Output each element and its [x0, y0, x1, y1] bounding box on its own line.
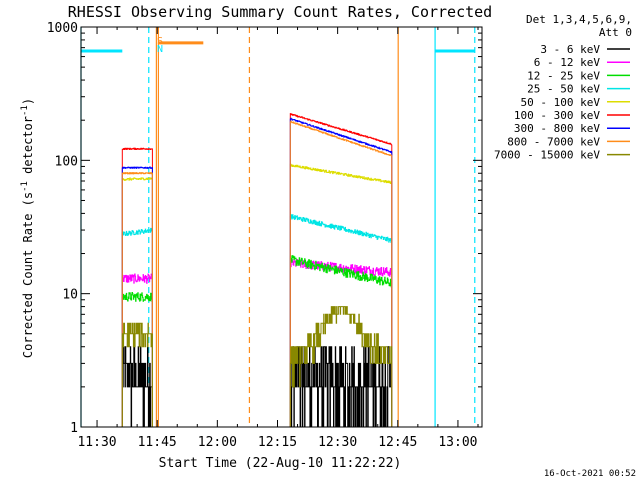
- series-1-segment-0: [121, 273, 153, 427]
- legend-label-1: 6 - 12 keV: [534, 56, 601, 69]
- legend-label-8: 7000 - 15000 keV: [494, 149, 600, 162]
- x-tick-label-2: 12:00: [198, 435, 237, 450]
- legend-label-6: 300 - 800 keV: [514, 122, 600, 135]
- legend-header-line2: Att 0: [599, 26, 632, 39]
- y-axis-label-sup1: -1: [20, 181, 30, 192]
- x-tick-label-3: 12:15: [258, 435, 297, 450]
- legend-label-7: 800 - 7000 keV: [507, 135, 600, 148]
- y-axis-label-end: ): [21, 98, 35, 105]
- series-2: [121, 255, 393, 427]
- x-tick-label-4: 12:30: [318, 435, 357, 450]
- y-tick-label-0: 1: [70, 421, 78, 436]
- x-tick-label-5: 12:45: [378, 435, 417, 450]
- flag-s-label: S: [157, 36, 163, 47]
- series-5-segment-1: [289, 113, 393, 427]
- plot-frame: [80, 26, 483, 428]
- plot-lines-layer: [80, 27, 476, 427]
- series-2-segment-0: [121, 292, 153, 427]
- legend-label-4: 50 - 100 keV: [521, 96, 601, 109]
- flag-n-label: N: [157, 44, 163, 55]
- plot-series-layer: [121, 113, 393, 428]
- x-tick-label-1: 11:45: [138, 435, 177, 450]
- series-3: [121, 214, 393, 427]
- series-6: [121, 117, 393, 427]
- timestamp: 16-Oct-2021 00:52: [544, 469, 636, 479]
- series-8-segment-0: [121, 322, 153, 427]
- y-axis-label-main: Corrected Count Rate (s: [21, 192, 35, 358]
- y-axis-label-sup2: -1: [20, 105, 30, 116]
- legend-label-0: 3 - 6 keV: [540, 43, 600, 56]
- series-5-segment-0: [121, 147, 153, 427]
- series-5: [121, 113, 393, 427]
- y-axis-label-mid: detector: [21, 116, 35, 181]
- series-3-segment-0: [121, 227, 153, 427]
- series-6-segment-1: [289, 117, 393, 427]
- y-tick-label-1: 10: [62, 288, 78, 303]
- y-axis-label: Corrected Count Rate (s-1 detector-1): [20, 98, 35, 358]
- x-axis-label: Start Time (22-Aug-10 11:22:22): [159, 456, 402, 471]
- legend-label-3: 25 - 50 keV: [527, 83, 600, 96]
- y-tick-label-2: 100: [55, 154, 78, 169]
- axis-ticks-layer: 11:30 11:45 12:00 12:15 12:30 12:45 13:00 1 10 10…: [47, 21, 482, 450]
- series-6-segment-0: [121, 166, 153, 427]
- x-tick-label-6: 13:00: [438, 435, 477, 450]
- legend-label-5: 100 - 300 keV: [514, 109, 600, 122]
- series-7-segment-0: [121, 172, 153, 427]
- series-4-segment-0: [121, 177, 153, 427]
- chart-title: RHESSI Observing Summary Count Rates, Co…: [68, 3, 492, 21]
- series-7: [121, 120, 393, 427]
- y-tick-label-3: 1000: [47, 21, 78, 36]
- series-8: [121, 306, 393, 427]
- series-7-segment-1: [289, 120, 393, 427]
- legend-header-line1: Det 1,3,4,5,6,9,: [526, 13, 632, 26]
- series-2-segment-1: [289, 255, 393, 427]
- series-3-segment-1: [289, 214, 393, 427]
- legend-label-2: 12 - 25 keV: [527, 69, 600, 82]
- x-tick-label-0: 11:30: [77, 435, 116, 450]
- series-8-segment-1: [289, 306, 393, 427]
- series-4-segment-1: [289, 163, 393, 427]
- series-4: [121, 163, 393, 427]
